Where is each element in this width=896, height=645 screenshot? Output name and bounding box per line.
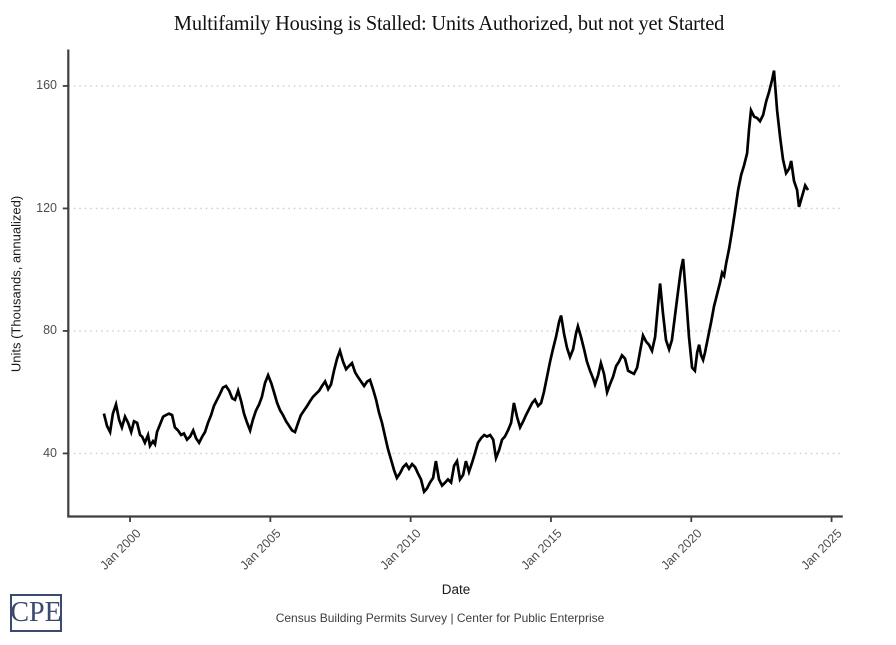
cpe-logo: CPE [10,594,62,632]
y-tick-label: 120 [36,200,57,215]
y-tick-label: 80 [43,323,57,338]
tick-marks [62,85,833,522]
cpe-logo-text: CPE [10,597,62,628]
y-tick-label: 40 [43,445,57,460]
source-caption: Census Building Permits Survey | Center … [275,611,605,625]
x-axis-title: Date [441,582,471,597]
chart-title: Multifamily Housing is Stalled: Units Au… [173,11,725,35]
y-tick-label: 160 [36,78,57,93]
data-line [102,70,810,495]
gridlines [68,85,843,455]
